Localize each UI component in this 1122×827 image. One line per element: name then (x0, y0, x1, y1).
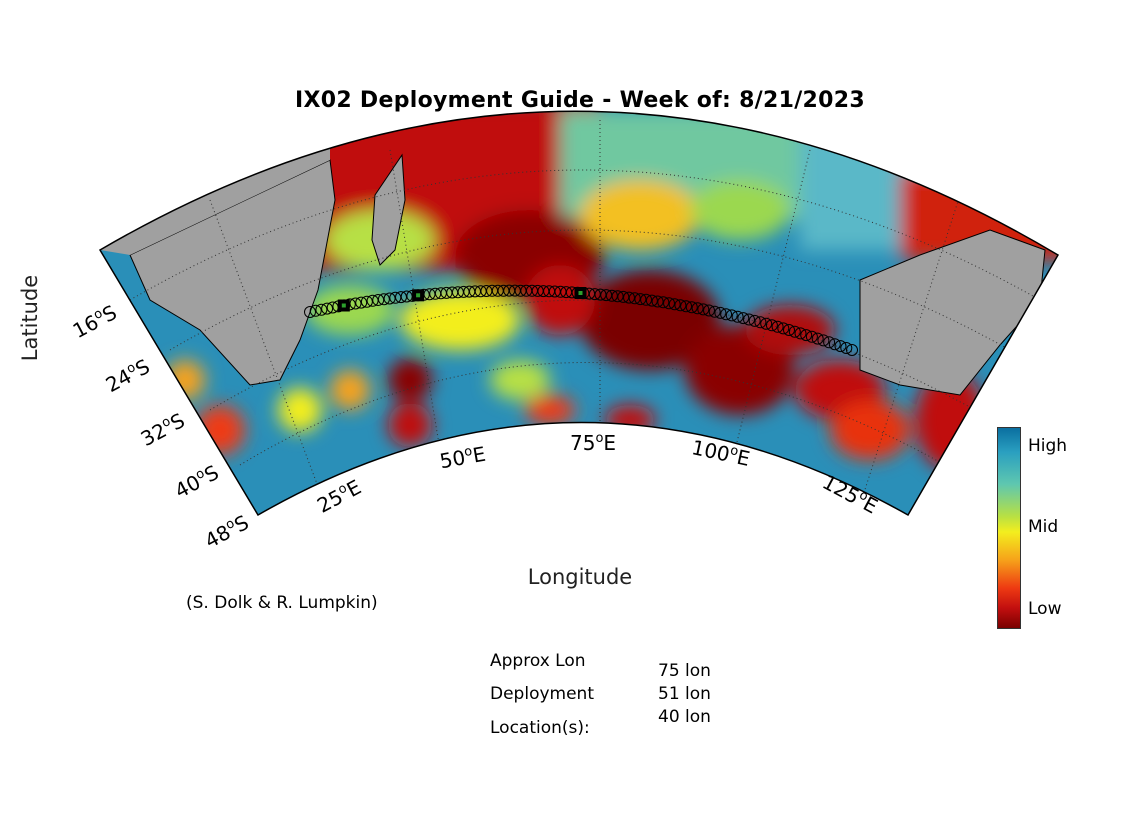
track-point (777, 322, 790, 335)
track-point (714, 306, 727, 319)
track-point (731, 310, 744, 323)
deployment-label-line: Location(s): (490, 718, 590, 738)
track-point (834, 340, 847, 353)
track-point (765, 319, 778, 332)
track-point (800, 329, 813, 342)
track-point (828, 338, 841, 351)
track-point (366, 294, 379, 307)
track-point (685, 301, 698, 314)
track-point (605, 289, 618, 302)
track-point (634, 293, 647, 306)
track-point (823, 336, 836, 349)
track-point (760, 317, 773, 330)
deployment-marker-center (416, 293, 421, 298)
track-point (668, 298, 681, 311)
track-point (783, 324, 795, 336)
track-point (811, 332, 824, 345)
deployment-value: 51 lon (658, 684, 711, 704)
track-point (628, 292, 641, 305)
track-point (691, 302, 704, 315)
track-point (321, 302, 334, 315)
track-point (708, 305, 721, 318)
track-point (372, 294, 385, 306)
track-point (788, 325, 801, 338)
track-point (697, 303, 710, 316)
track-point (771, 320, 784, 333)
track-point (657, 296, 670, 309)
track-point (737, 312, 750, 325)
track-point (594, 288, 607, 301)
lat-tick-label: 32oS (137, 408, 189, 451)
track-point (663, 297, 675, 310)
lon-tick-label: 75oE (570, 431, 616, 455)
track-point (640, 293, 653, 306)
x-axis-label: Longitude (527, 565, 633, 589)
track-point (315, 303, 328, 316)
track-point (645, 294, 658, 307)
track-point (383, 292, 396, 305)
lon-tick-label: 50oE (438, 442, 488, 474)
ocean-field (100, 111, 1058, 515)
deployment-marker-center (578, 291, 583, 295)
track-point (377, 293, 390, 306)
track-point (395, 291, 407, 304)
track-point (600, 289, 613, 302)
track-point (355, 296, 368, 309)
y-axis-label: Latitude (18, 274, 42, 362)
track-point (617, 290, 630, 303)
track-point (389, 291, 402, 304)
deployment-label-line: Deployment (490, 684, 594, 704)
ship-track (304, 284, 858, 356)
deployment-value: 40 lon (658, 707, 711, 727)
colorbar-label-mid: Mid (1028, 517, 1059, 537)
track-point (720, 308, 733, 321)
track-point (725, 309, 738, 322)
track-point (703, 304, 715, 317)
track-point (674, 299, 687, 312)
credit-text: (S. Dolk & R. Lumpkin) (186, 593, 378, 613)
deployment-marker-center (341, 303, 346, 308)
track-point (817, 334, 830, 347)
track-point (743, 313, 755, 326)
deployment-label-line: Approx Lon (490, 651, 586, 671)
map-title: IX02 Deployment Guide - Week of: 8/21/20… (295, 88, 865, 113)
track-point (840, 342, 853, 354)
colorbar-label-low: Low (1028, 599, 1062, 619)
track-point (611, 290, 624, 303)
colorbar-label-high: High (1028, 436, 1068, 456)
lat-tick-label: 40oS (171, 460, 223, 503)
track-point (304, 306, 316, 318)
track-point (680, 300, 693, 313)
track-point (651, 295, 664, 308)
colorbar (997, 427, 1021, 629)
track-point (754, 316, 767, 329)
lat-tick-label: 16oS (69, 300, 121, 343)
track-point (349, 297, 362, 310)
track-point (309, 304, 322, 317)
track-point (846, 344, 858, 356)
track-point (748, 314, 761, 327)
track-point (623, 291, 635, 304)
deployment-value: 75 lon (658, 661, 711, 681)
track-point (794, 327, 807, 340)
lat-tick-label: 24oS (102, 354, 154, 397)
lat-tick-label: 48oS (201, 510, 253, 553)
track-point (805, 330, 818, 343)
track-point (360, 295, 373, 308)
